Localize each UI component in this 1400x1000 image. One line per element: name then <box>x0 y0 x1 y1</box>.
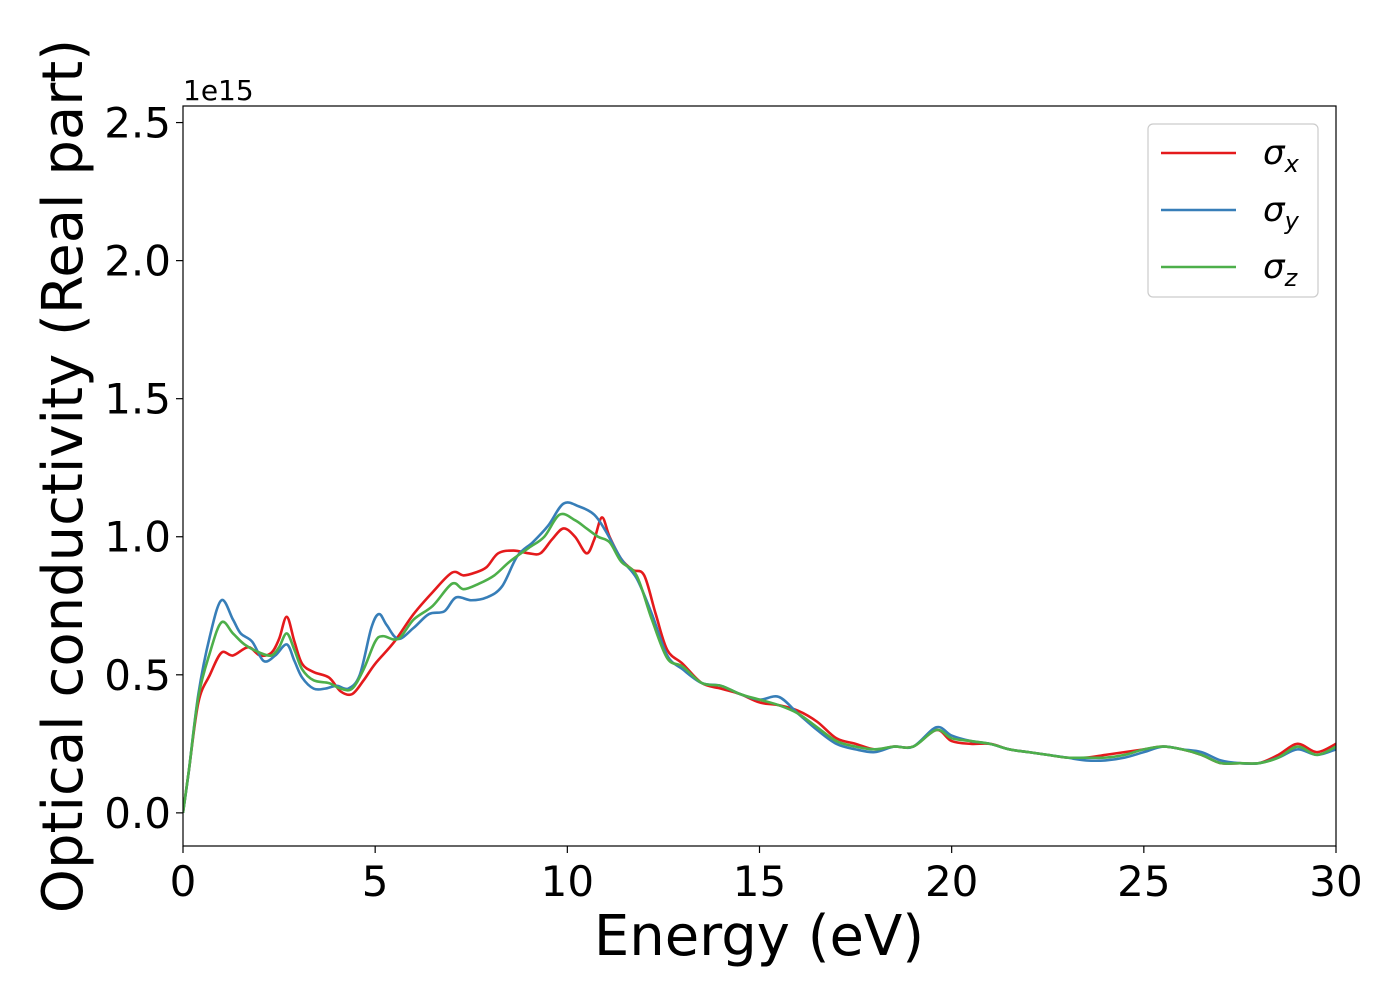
y-tick-label: 1.5 <box>104 375 171 424</box>
x-tick-label: 25 <box>1117 857 1170 906</box>
y-axis-label: Optical conductivity (Real part) <box>31 39 96 913</box>
axes-layer: 0 5 10 15 20 25 30 0.0 0.5 1.0 1.5 2.0 2.5 <box>104 99 1363 906</box>
x-tick-label: 20 <box>925 857 978 906</box>
legend-label-z: σz <box>1263 247 1299 292</box>
legend-label-y: σy <box>1263 190 1300 235</box>
series-layer <box>183 501 1336 814</box>
x-tick-label: 10 <box>541 857 594 906</box>
legend-label-x: σx <box>1263 133 1300 178</box>
y-tick-label: 2.0 <box>104 237 171 286</box>
x-tick-label: 15 <box>733 857 786 906</box>
x-tick-label: 30 <box>1309 857 1362 906</box>
y-axis-offset-text: 1e15 <box>183 74 254 107</box>
y-tick-label: 0.5 <box>104 651 171 700</box>
y-tick-label: 0.0 <box>104 789 171 838</box>
legend: σx σy σz <box>1147 123 1319 298</box>
x-axis-label: Energy (eV) <box>594 904 924 969</box>
x-tick-label: 0 <box>170 857 197 906</box>
y-tick-label: 2.5 <box>104 99 171 148</box>
series-line-z <box>183 512 1336 814</box>
x-tick-label: 5 <box>362 857 389 906</box>
y-tick-label: 1.0 <box>104 513 171 562</box>
